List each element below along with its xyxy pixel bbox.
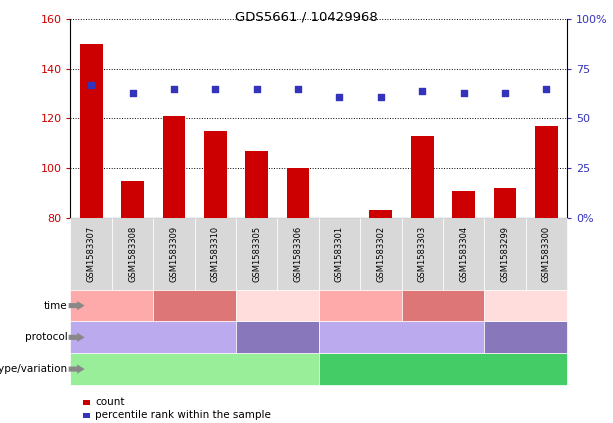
Point [417,87,427,94]
Text: day 0: day 0 [263,301,292,310]
Text: GSM1583300: GSM1583300 [542,226,551,282]
Text: GSM1583304: GSM1583304 [459,226,468,282]
Text: GSM1583299: GSM1583299 [500,226,509,282]
Text: IL7 and FLT3L: IL7 and FLT3L [118,332,188,342]
Point [500,89,510,96]
Bar [411,136,433,218]
Point [169,85,179,92]
Text: GSM1583305: GSM1583305 [252,226,261,282]
Text: day 0: day 0 [511,301,540,310]
Text: GSM1583309: GSM1583309 [169,226,178,282]
Point [86,81,96,88]
Text: protocol: protocol [25,332,67,342]
Bar [452,190,475,218]
Bar [287,168,310,218]
Point [376,93,386,100]
Text: day 7: day 7 [428,301,457,310]
Text: IL7 and FLT3L: IL7 and FLT3L [367,332,436,342]
Text: time: time [44,301,67,310]
Text: day 7: day 7 [180,301,209,310]
Text: GSM1583306: GSM1583306 [294,226,303,282]
Bar [535,126,558,218]
Point [459,89,468,96]
Text: day 5: day 5 [346,301,375,310]
Text: untreated: untreated [252,332,303,342]
Point [210,85,220,92]
Point [128,89,137,96]
Text: GSM1583310: GSM1583310 [211,226,220,282]
Text: GDS5661 / 10429968: GDS5661 / 10429968 [235,11,378,24]
Bar [245,151,268,218]
Text: GSM1583301: GSM1583301 [335,226,344,282]
Text: genotype/variation: genotype/variation [0,364,67,374]
Text: TEL-AML1 expression: TEL-AML1 expression [140,364,249,374]
Point [335,93,345,100]
Text: percentile rank within the sample: percentile rank within the sample [95,410,271,420]
Text: GSM1583308: GSM1583308 [128,226,137,282]
Text: GSM1583307: GSM1583307 [86,226,96,282]
Point [293,85,303,92]
Bar [121,181,144,218]
Text: control: control [425,364,461,374]
Text: untreated: untreated [500,332,551,342]
Text: count: count [95,397,124,407]
Point [252,85,262,92]
Text: GSM1583303: GSM1583303 [417,226,427,282]
Bar [493,188,516,218]
Bar [204,131,227,218]
Bar [80,44,102,218]
Bar [370,210,392,218]
Point [541,85,551,92]
Text: day 5: day 5 [97,301,126,310]
Text: GSM1583302: GSM1583302 [376,226,386,282]
Bar [162,116,185,218]
